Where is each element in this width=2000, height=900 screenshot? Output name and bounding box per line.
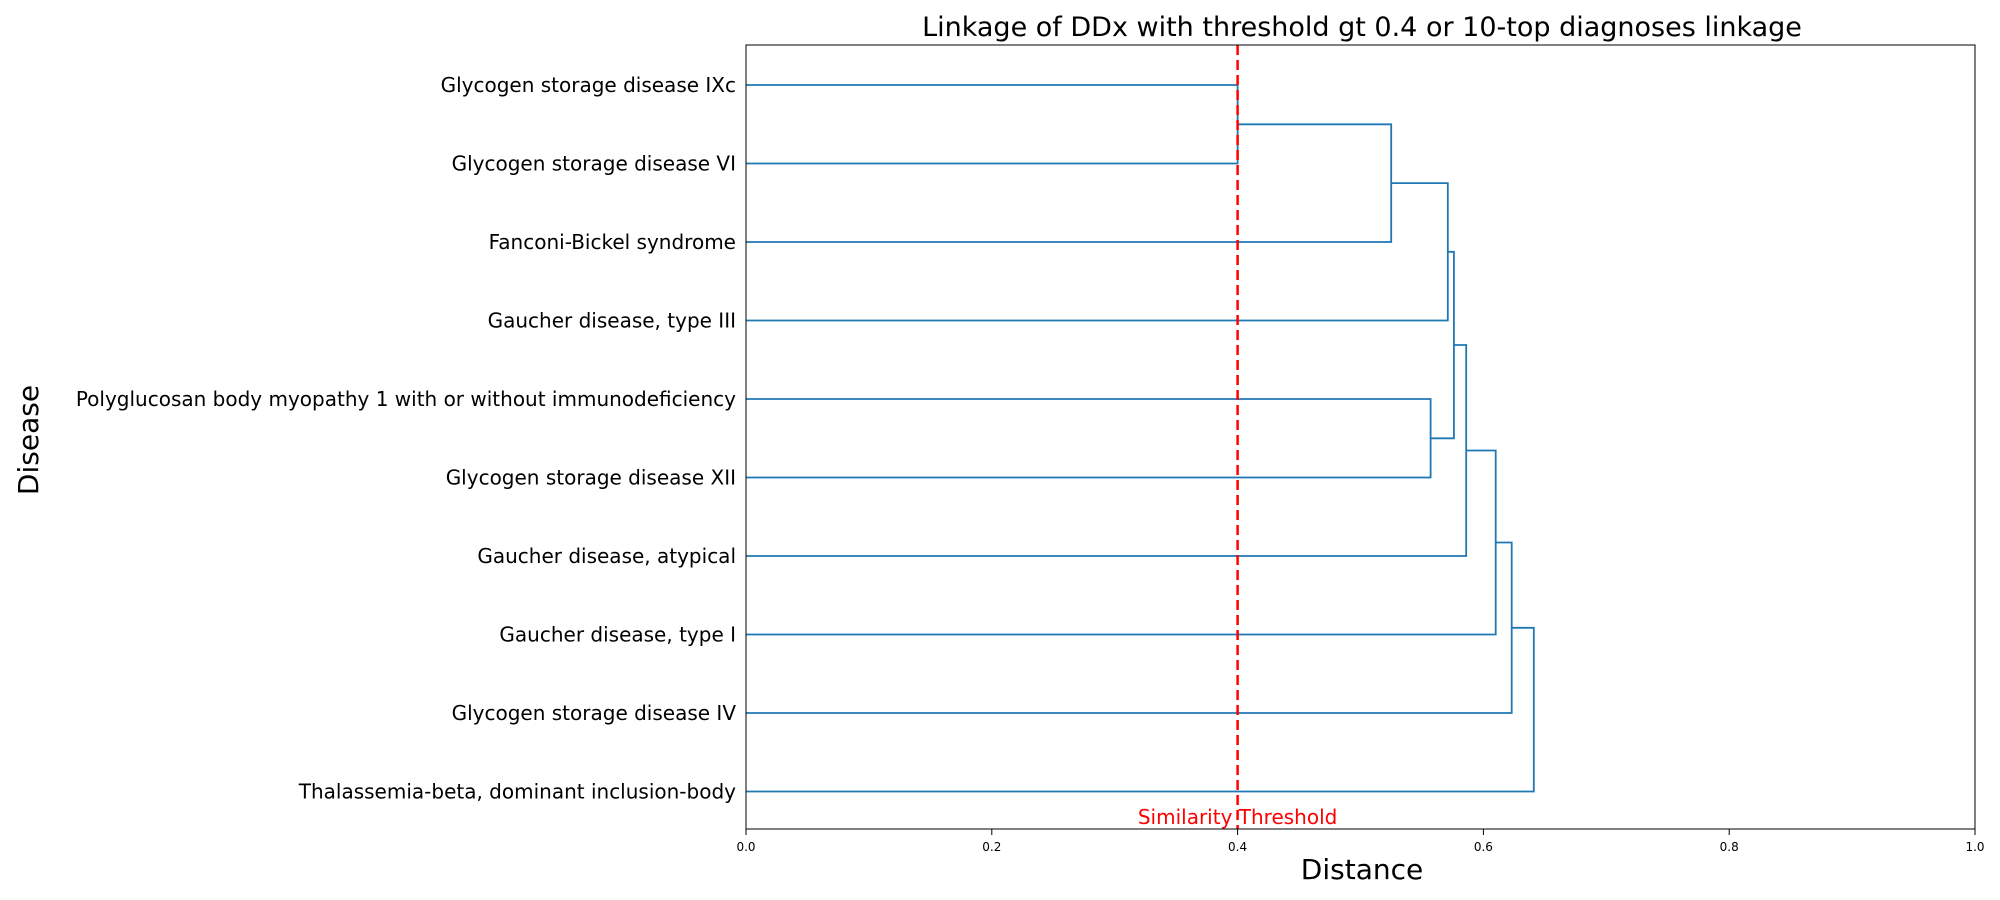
leaf-label: Glycogen storage disease IXc [441,73,736,97]
dendrogram-links [746,84,1535,793]
leaf-label: Gaucher disease, atypical [477,544,736,568]
x-tick-label: 0.2 [982,840,1001,854]
leaf-label: Thalassemia-beta, dominant inclusion-bod… [298,780,736,804]
x-axis-ticks: 0.0 0.2 0.4 0.6 0.8 1.0 [736,829,1985,854]
leaf-label: Gaucher disease, type III [488,309,736,333]
x-tick-label: 0.0 [736,840,755,854]
chart-title: Linkage of DDx with threshold gt 0.4 or … [922,12,1802,43]
dendrogram-link-2 [746,182,1449,322]
leaf-label: Glycogen storage disease VI [452,152,736,176]
y-axis-title: Disease [12,385,45,495]
leaf-label: Polyglucosan body myopathy 1 with or wit… [76,387,736,411]
dendrogram-link-7 [746,541,1513,714]
leaf-labels: Glycogen storage disease IXc Glycogen sto… [76,73,737,804]
dendrogram-link-0 [746,84,1239,165]
dendrogram-link-1 [746,123,1393,243]
x-tick-label: 1.0 [1965,840,1984,854]
x-axis-title: Distance [1301,853,1423,886]
dendrogram-link-4 [1430,250,1455,440]
x-tick-label: 0.4 [1228,840,1247,854]
threshold-label: Similarity Threshold [1138,805,1337,829]
leaf-label: Gaucher disease, type I [499,623,736,647]
dendrogram-link-5 [746,344,1468,557]
dendrogram-link-8 [746,626,1535,793]
dendrogram-link-3 [746,398,1432,479]
leaf-label: Fanconi-Bickel syndrome [489,230,736,254]
plot-frame [745,44,1976,830]
leaf-label: Glycogen storage disease IV [452,701,737,725]
x-tick-label: 0.6 [1474,840,1493,854]
x-tick-label: 0.8 [1720,840,1739,854]
leaf-label: Glycogen storage disease XII [446,466,736,490]
